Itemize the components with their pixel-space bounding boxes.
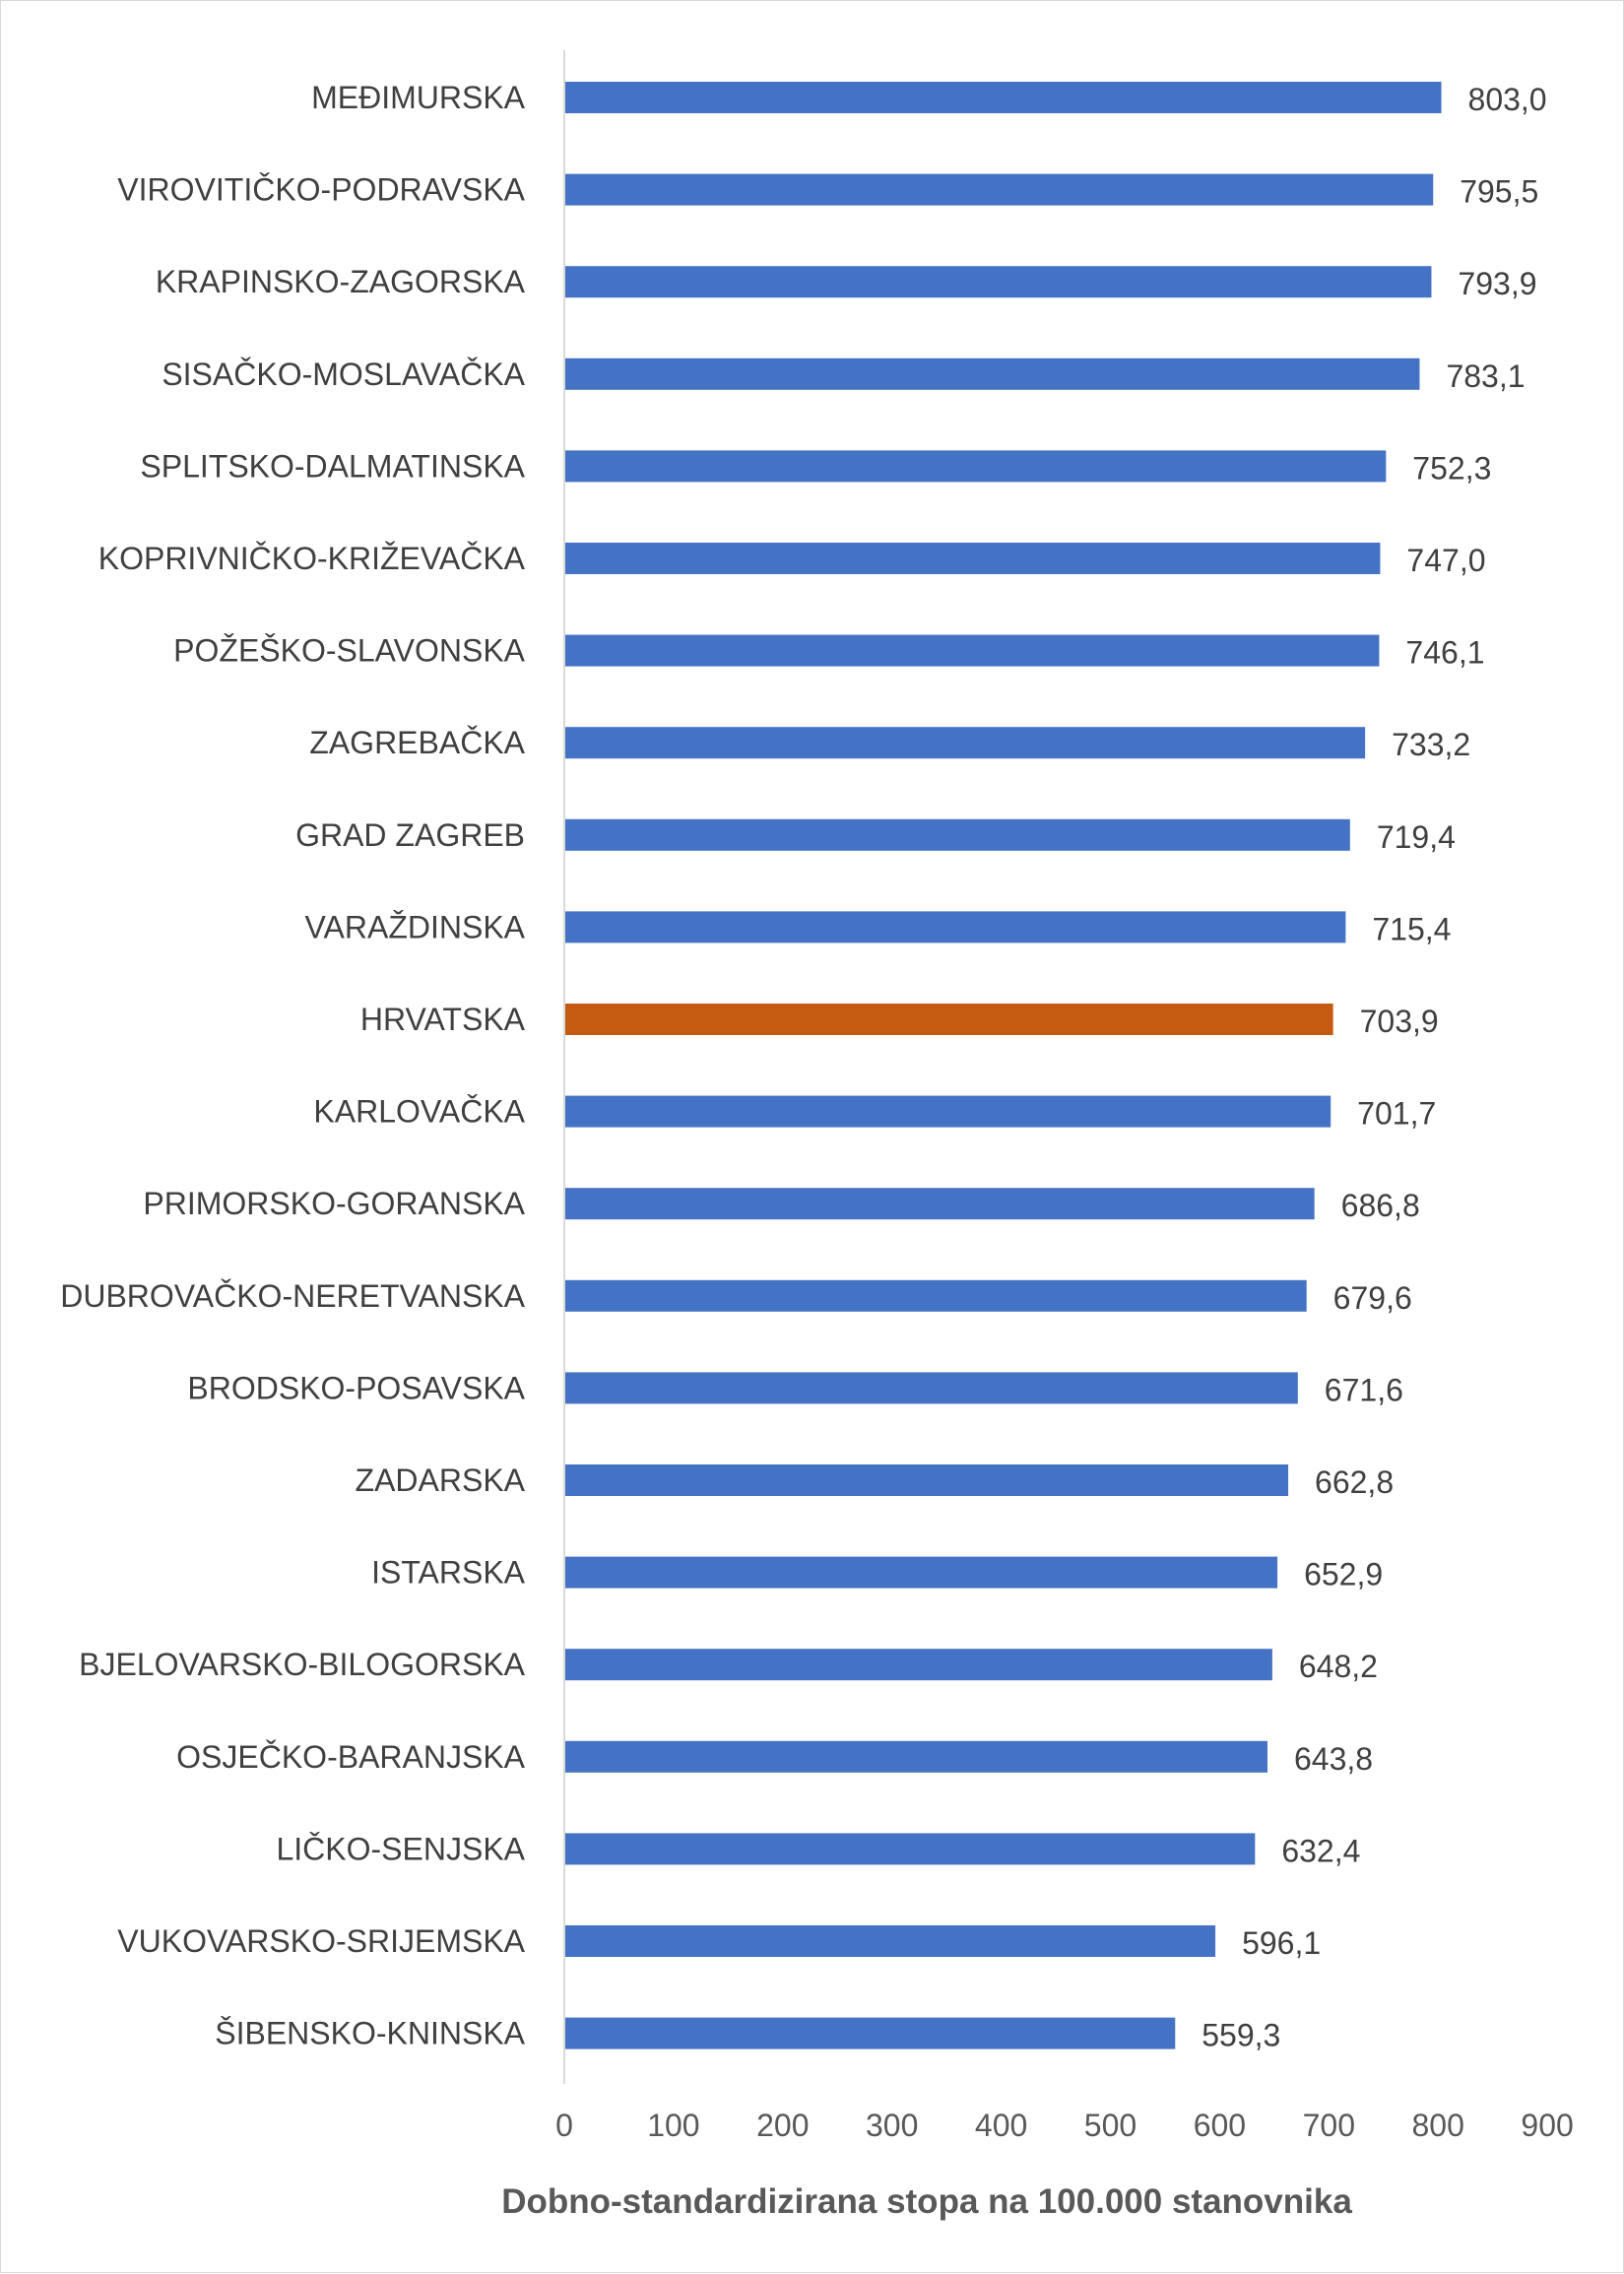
bar-medimurska bbox=[564, 82, 1442, 113]
category-label-grad-zagreb: GRAD ZAGREB bbox=[295, 817, 525, 853]
category-label-krapinsko-zagorska: KRAPINSKO-ZAGORSKA bbox=[156, 264, 526, 299]
category-label-splitsko-dalmatinska: SPLITSKO-DALMATINSKA bbox=[140, 448, 525, 484]
bar-varazdinska bbox=[564, 911, 1346, 943]
value-label-grad-zagreb: 719,4 bbox=[1377, 819, 1456, 855]
bars-layer bbox=[564, 82, 1442, 2049]
value-label-hrvatska: 703,9 bbox=[1360, 1004, 1439, 1039]
category-label-koprivnicko-krizevacka: KOPRIVNIČKO-KRIŽEVAČKA bbox=[98, 541, 526, 576]
category-label-sisacko-moslavacka: SISAČKO-MOSLAVAČKA bbox=[162, 357, 525, 392]
bar-pozesko-slavonska bbox=[564, 634, 1380, 667]
category-label-dubrovacko-neretvanska: DUBROVAČKO-NERETVANSKA bbox=[60, 1278, 525, 1314]
x-tick-label-200: 200 bbox=[756, 2108, 809, 2143]
value-label-brodsko-posavska: 671,6 bbox=[1325, 1372, 1403, 1407]
x-tick-label-800: 800 bbox=[1412, 2108, 1464, 2143]
value-label-dubrovacko-neretvanska: 679,6 bbox=[1333, 1280, 1412, 1316]
x-axis-title: Dobno-standardizirana stopa na 100.000 s… bbox=[501, 2182, 1352, 2221]
category-label-zagrebacka: ZAGREBAČKA bbox=[309, 725, 525, 760]
category-label-medimurska: MEĐIMURSKA bbox=[311, 80, 526, 115]
category-labels: MEĐIMURSKA VIROVITIČKO-PODRAVSKA KRAPINSKO… bbox=[60, 80, 525, 2051]
category-label-istarska: ISTARSKA bbox=[371, 1555, 526, 1591]
category-label-licko-senjska: LIČKO-SENJSKA bbox=[276, 1831, 525, 1866]
value-label-pozesko-slavonska: 746,1 bbox=[1405, 635, 1484, 671]
value-label-splitsko-dalmatinska: 752,3 bbox=[1412, 450, 1491, 486]
value-label-bjelovarsko-bilogorska: 648,2 bbox=[1299, 1649, 1378, 1684]
x-axis-ticks: 0 100 200 300 400 500 600 700 800 900 bbox=[555, 2108, 1574, 2143]
value-label-viroviticko-podravska: 795,5 bbox=[1460, 174, 1538, 210]
category-label-karlovacka: KARLOVAČKA bbox=[313, 1094, 525, 1130]
bar-zagrebacka bbox=[564, 727, 1366, 759]
category-label-hrvatska: HRVATSKA bbox=[360, 1002, 526, 1037]
value-label-varazdinska: 715,4 bbox=[1372, 911, 1451, 946]
category-label-osjecko-baranjska: OSJEČKO-BARANJSKA bbox=[176, 1739, 526, 1775]
bar-licko-senjska bbox=[564, 1833, 1256, 1865]
value-label-zadarska: 662,8 bbox=[1315, 1464, 1394, 1500]
x-tick-label-700: 700 bbox=[1303, 2108, 1355, 2143]
bar-dubrovacko-neretvanska bbox=[564, 1279, 1307, 1312]
bar-primorsko-goranska bbox=[564, 1188, 1315, 1220]
category-label-viroviticko-podravska: VIROVITIČKO-PODRAVSKA bbox=[117, 172, 525, 208]
category-label-vukovarsko-srijemska: VUKOVARSKO-SRIJEMSKA bbox=[117, 1923, 525, 1959]
category-label-primorsko-goranska: PRIMORSKO-GORANSKA bbox=[143, 1186, 525, 1221]
bar-bjelovarsko-bilogorska bbox=[564, 1649, 1272, 1681]
value-label-koprivnicko-krizevacka: 747,0 bbox=[1406, 543, 1485, 578]
category-label-brodsko-posavska: BRODSKO-POSAVSKA bbox=[187, 1370, 525, 1405]
category-label-bjelovarsko-bilogorska: BJELOVARSKO-BILOGORSKA bbox=[79, 1647, 526, 1682]
value-label-sisacko-moslavacka: 783,1 bbox=[1446, 358, 1525, 394]
bar-osjecko-baranjska bbox=[564, 1740, 1267, 1773]
value-label-primorsko-goranska: 686,8 bbox=[1341, 1188, 1420, 1223]
bar-krapinsko-zagorska bbox=[564, 266, 1432, 298]
value-labels: 803,0 795,5 793,9 783,1 752,3 747,0 746,1 733,2… bbox=[1202, 82, 1546, 2053]
x-tick-label-900: 900 bbox=[1521, 2108, 1573, 2143]
bar-istarska bbox=[564, 1556, 1278, 1589]
value-label-vukovarsko-srijemska: 596,1 bbox=[1242, 1925, 1321, 1961]
x-tick-label-300: 300 bbox=[866, 2108, 918, 2143]
x-tick-label-100: 100 bbox=[647, 2108, 699, 2143]
category-label-sibensko-kninska: ŠIBENSKO-KNINSKA bbox=[215, 2016, 525, 2051]
bar-grad-zagreb bbox=[564, 818, 1350, 851]
x-tick-label-400: 400 bbox=[975, 2108, 1027, 2143]
bar-brodsko-posavska bbox=[564, 1372, 1298, 1404]
value-label-osjecko-baranjska: 643,8 bbox=[1294, 1741, 1373, 1777]
bar-viroviticko-podravska bbox=[564, 173, 1434, 206]
value-label-medimurska: 803,0 bbox=[1468, 82, 1547, 117]
x-tick-label-600: 600 bbox=[1194, 2108, 1246, 2143]
value-label-krapinsko-zagorska: 793,9 bbox=[1458, 266, 1536, 301]
x-tick-label-0: 0 bbox=[555, 2108, 573, 2143]
x-tick-label-500: 500 bbox=[1084, 2108, 1137, 2143]
value-label-zagrebacka: 733,2 bbox=[1392, 727, 1470, 762]
category-label-pozesko-slavonska: POŽEŠKO-SLAVONSKA bbox=[173, 633, 526, 669]
category-label-zadarska: ZADARSKA bbox=[356, 1462, 526, 1498]
bar-splitsko-dalmatinska bbox=[564, 450, 1387, 483]
value-label-sibensko-kninska: 559,3 bbox=[1202, 2018, 1280, 2053]
value-label-licko-senjska: 632,4 bbox=[1281, 1833, 1360, 1868]
bar-koprivnicko-krizevacka bbox=[564, 543, 1381, 574]
bar-zadarska bbox=[564, 1464, 1289, 1496]
value-label-karlovacka: 701,7 bbox=[1357, 1096, 1436, 1132]
category-label-varazdinska: VARAŽDINSKA bbox=[305, 909, 526, 944]
value-label-istarska: 652,9 bbox=[1304, 1557, 1383, 1592]
bar-hrvatska bbox=[564, 1004, 1333, 1035]
bar-sibensko-kninska bbox=[564, 2017, 1176, 2049]
bar-karlovacka bbox=[564, 1095, 1332, 1128]
bar-sisacko-moslavacka bbox=[564, 357, 1420, 390]
bar-vukovarsko-srijemska bbox=[564, 1925, 1216, 1957]
